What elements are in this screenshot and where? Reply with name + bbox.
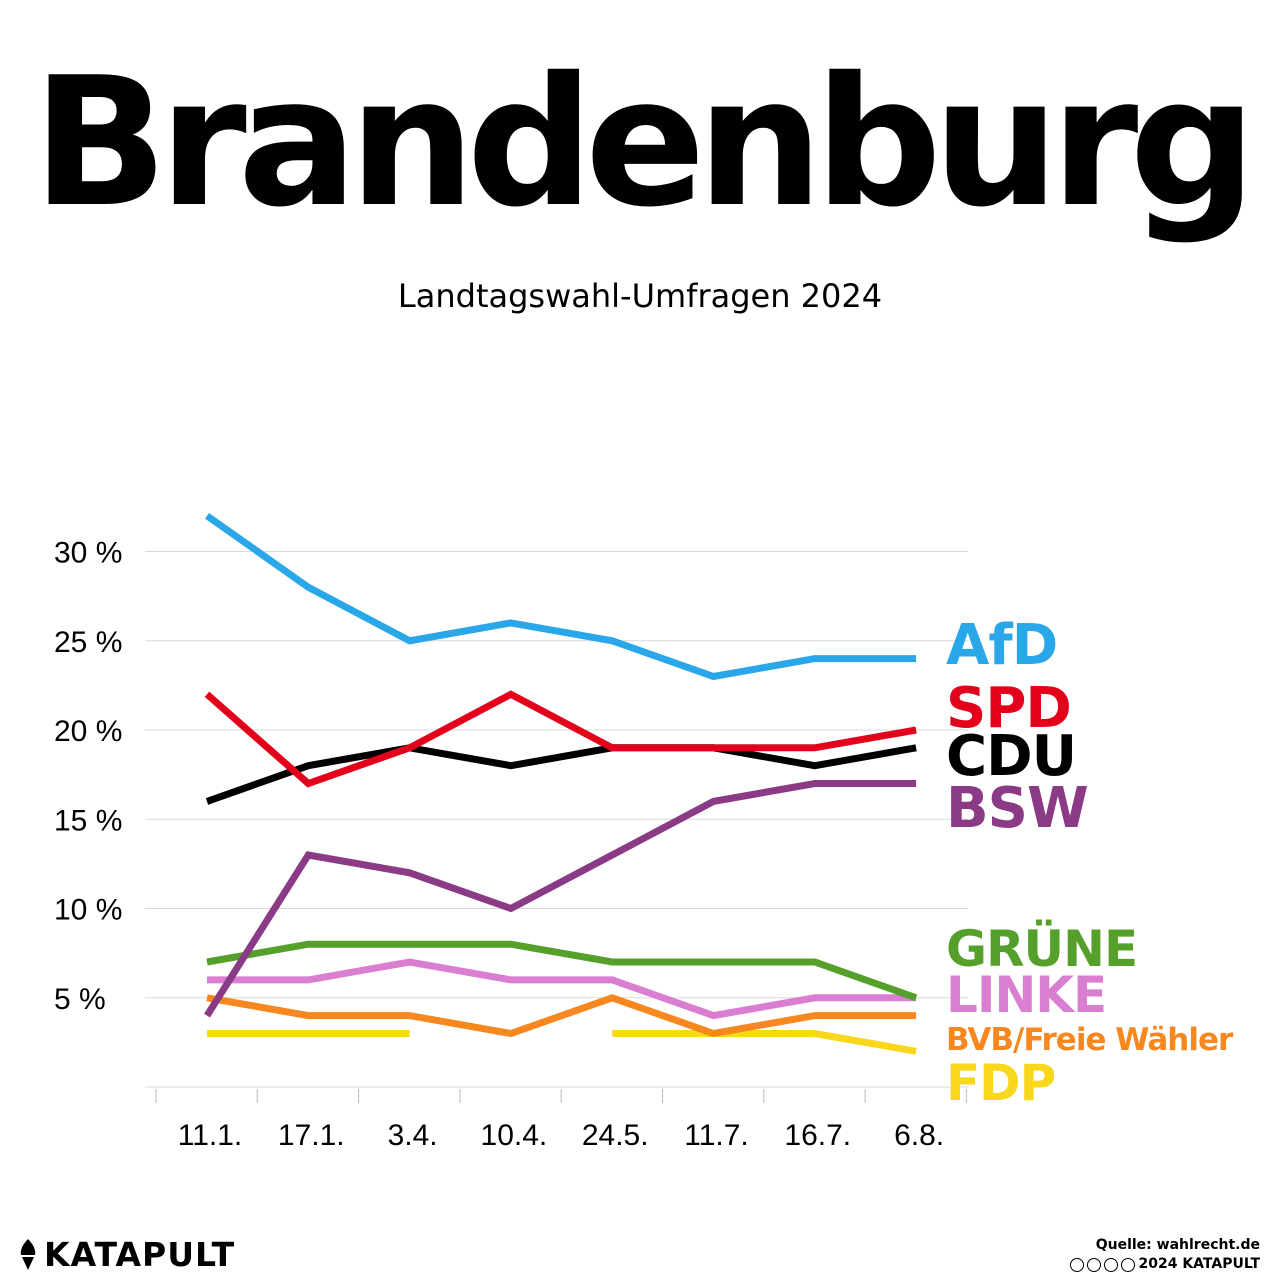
series-line-cdu [205,744,917,805]
y-tick-label: 30 % [54,537,122,570]
x-tick-label: 6.8. [894,1119,944,1152]
license-row: 2024 KATAPULT [1070,1255,1260,1274]
x-tick-label: 11.1. [178,1119,243,1152]
x-tick-label: 16.7. [784,1119,851,1152]
x-tick-label: 17.1. [278,1119,345,1152]
y-axis-ticks: 5 % 10 % 15 % 20 % 25 % 30 % [54,537,122,1016]
series-label-afd: AfD [946,613,1057,678]
y-tick-label: 25 % [54,626,122,659]
x-tick-label: 10.4. [481,1119,548,1152]
source-text: Quelle: wahlrecht.de [1095,1237,1260,1253]
series-line-bvb-freie-w-hler [206,994,917,1038]
y-tick-label: 10 % [54,894,122,927]
brand-name: KATAPULT [44,1234,236,1274]
page-title: Brandenburg [32,39,1257,246]
brand-logo: KATAPULT [18,1234,235,1274]
copyright-text: 2024 KATAPULT [1138,1256,1260,1272]
series-label-cdu: CDU [946,724,1076,789]
series-label-spd: SPD [946,676,1071,741]
x-tick-label: 3.4. [388,1119,438,1152]
series-line-spd [204,690,917,788]
series-line-gr-ne [206,940,918,1002]
ice-cream-icon [20,1239,36,1270]
series-label-gr-ne: GRÜNE [946,919,1137,978]
grid-lines [145,551,968,999]
series-line-linke [207,958,917,1020]
series-label-bvb-freie-w-hler: BVB/Freie Wähler [946,1022,1234,1058]
x-axis: 11.1. 17.1. 3.4. 10.4. 24.5. 11.7. 16.7. 6.8. [145,1086,968,1152]
nd-icon [1121,1257,1136,1272]
page-subtitle: Landtagswahl-Umfragen 2024 [397,277,883,315]
source-credit: Quelle: wahlrecht.de 2024 KATAPULT [1070,1236,1260,1274]
series-line-fdp [612,1030,917,1055]
series-label-bsw: BSW [946,776,1088,841]
series-label-linke: LINKE [946,966,1106,1024]
series-lines [204,512,918,1055]
x-tick-label: 24.5. [582,1119,649,1152]
y-tick-label: 15 % [54,804,122,837]
nc-icon [1104,1257,1119,1272]
series-label-fdp: FDP [946,1054,1055,1112]
x-tick-label: 11.7. [684,1119,749,1152]
y-tick-label: 20 % [54,715,122,748]
cc-icon [1070,1257,1085,1272]
y-tick-label: 5 % [54,983,106,1016]
series-line-afd [204,512,917,681]
by-icon [1087,1257,1102,1272]
series-line-bsw [204,780,917,1018]
